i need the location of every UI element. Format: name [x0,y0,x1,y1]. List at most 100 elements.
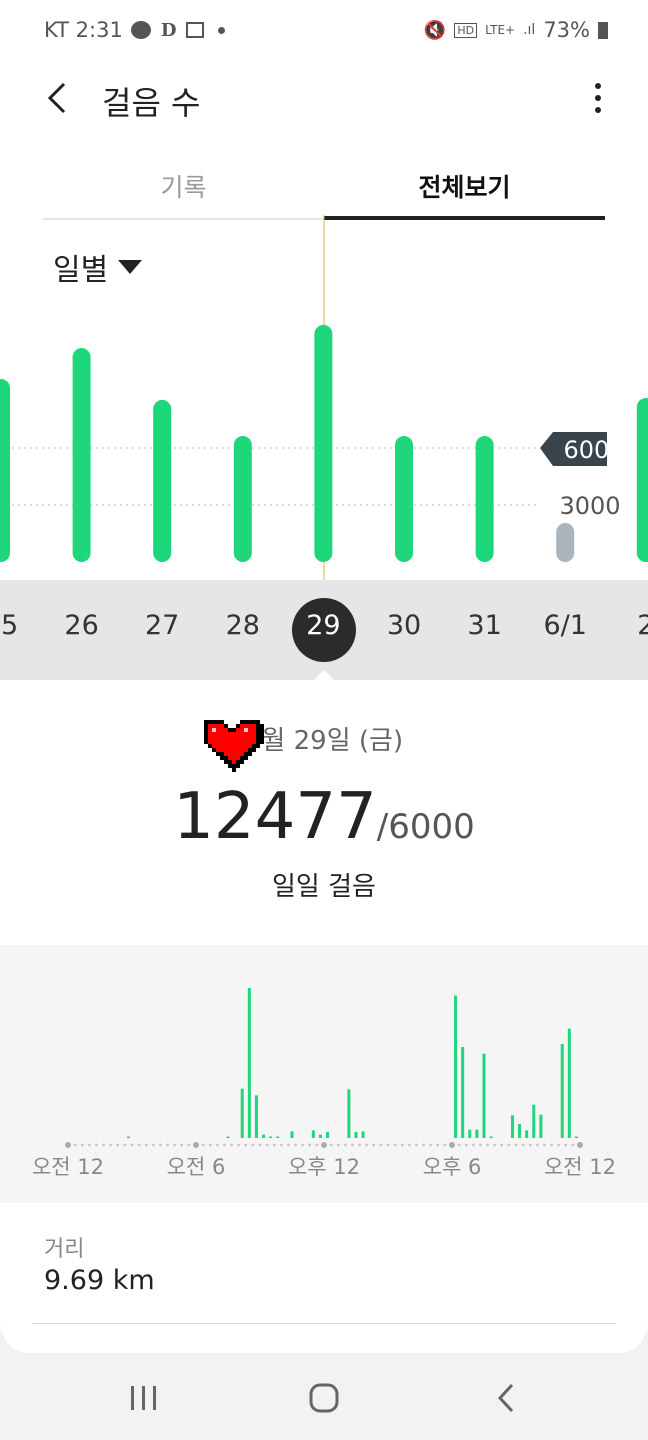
axis-dot [379,1143,383,1147]
axis-dot [80,1143,84,1147]
axis-dot [315,1143,319,1147]
axis-dot [102,1143,105,1147]
dropdown-triangle-icon [118,260,143,274]
axis-dot [144,1143,148,1147]
time-axis-label: 오전 6 [167,1155,226,1179]
distance-label: 거리 [44,1237,85,1262]
axis-dot [479,1143,482,1147]
recent-apps-icon[interactable] [128,1384,160,1412]
app-header: 걸음 수 [0,70,648,126]
more-options-icon[interactable] [588,80,608,116]
status-bar: KT 2:31 D 🔇 HD LTE+ .ıl 73% [44,14,608,46]
axis-dot [187,1143,191,1147]
axis-dot [336,1143,340,1147]
step-total: 12477/6000 [0,780,648,854]
axis-dot [116,1143,120,1147]
axis-dot [528,1143,532,1147]
axis-dot [407,1143,411,1147]
lte-plus-icon: LTE+ [485,23,516,37]
d-icon: D [160,19,177,41]
battery-level: 73% [543,18,590,42]
time-axis-label: 오전 12 [32,1155,104,1179]
axis-dot [215,1143,219,1147]
axis-dot [571,1143,575,1147]
axis-dot [180,1143,184,1147]
hourly-chart-panel: 오전 12 오전 6 오후 12 오후 6 오전 12 [0,945,648,1203]
daily-steps-chart[interactable]: 6000 3000 [0,215,648,580]
divider [32,1323,616,1324]
axis-dot [543,1143,546,1147]
axis-dot [535,1143,539,1147]
axis-dot [123,1143,127,1147]
date-label[interactable]: 31 [467,610,502,641]
tab-records[interactable]: 기록 [160,173,207,202]
step-goal: /6000 [376,807,475,847]
axis-dot [550,1143,553,1147]
axis-dot [429,1143,433,1147]
axis-dot [265,1143,269,1147]
pixel-heart-icon [204,720,264,772]
axis-dot [130,1143,134,1147]
axis-dot [201,1143,205,1147]
kakaotalk-icon [130,21,151,39]
home-icon[interactable] [308,1382,340,1414]
axis-dot [272,1143,276,1147]
axis-dot [471,1143,475,1147]
axis-dot [287,1143,290,1147]
axis-dot [166,1143,169,1147]
main-panel: KT 2:31 D 🔇 HD LTE+ .ıl 73% 걸음 수 기록 전체보기… [0,0,648,945]
period-dropdown[interactable]: 일별 [53,245,143,289]
time-axis-label: 오후 6 [423,1155,482,1179]
axis-dot [343,1143,347,1147]
time-axis-label: 오후 12 [288,1155,360,1179]
axis-dot [400,1143,404,1147]
axis-dot [193,1142,199,1148]
axis-dot [449,1142,455,1148]
date-label[interactable]: 25 [0,610,19,641]
date-strip[interactable]: 25 26 27 28 29 30 31 6/1 2 [0,580,648,680]
axis-dot [308,1143,312,1147]
date-label[interactable]: 6/1 [543,610,587,641]
date-label[interactable]: 28 [225,610,260,641]
date-label[interactable]: 2 [637,610,648,641]
axis-dot [237,1143,241,1147]
axis-dot [372,1143,376,1147]
axis-dot [507,1143,511,1147]
distance-value: 9.69 km [44,1265,155,1296]
axis-dot [258,1143,262,1147]
axis-dot [230,1143,233,1147]
tab-overview[interactable]: 전체보기 [324,168,605,220]
date-label[interactable]: 30 [386,610,422,641]
system-nav-bar [0,1360,648,1440]
battery-icon [598,21,608,39]
carrier: KT [44,18,69,42]
date-label[interactable]: 29 [306,610,341,641]
axis-dot [493,1143,497,1147]
axis-dot [564,1143,568,1147]
clock: 2:31 [75,18,123,42]
axis-dot [294,1143,297,1147]
axis-dot [557,1143,561,1147]
axis-dot [329,1143,333,1147]
goal-tag [540,432,607,466]
axis-dot [137,1143,141,1147]
axis-dot [577,1142,583,1148]
signal-icon: .ıl [523,22,536,38]
back-arrow-icon[interactable] [40,78,76,118]
axis-dot [486,1143,489,1147]
axis-dot [65,1142,71,1148]
axis-dot [457,1143,461,1147]
axis-dot [244,1143,248,1147]
goal-label: 6000 [563,436,624,464]
page-title: 걸음 수 [102,84,201,122]
axis-dot [365,1143,369,1147]
back-icon[interactable] [494,1382,518,1414]
dot-icon [218,26,226,34]
step-count: 12477 [173,780,377,854]
date-label[interactable]: 27 [145,610,180,641]
axis-dot [358,1143,361,1147]
date-label[interactable]: 26 [64,610,99,641]
period-label: 일별 [53,253,109,288]
axis-dot [159,1143,162,1147]
distance-card[interactable]: 거리 9.69 km [0,1203,648,1353]
